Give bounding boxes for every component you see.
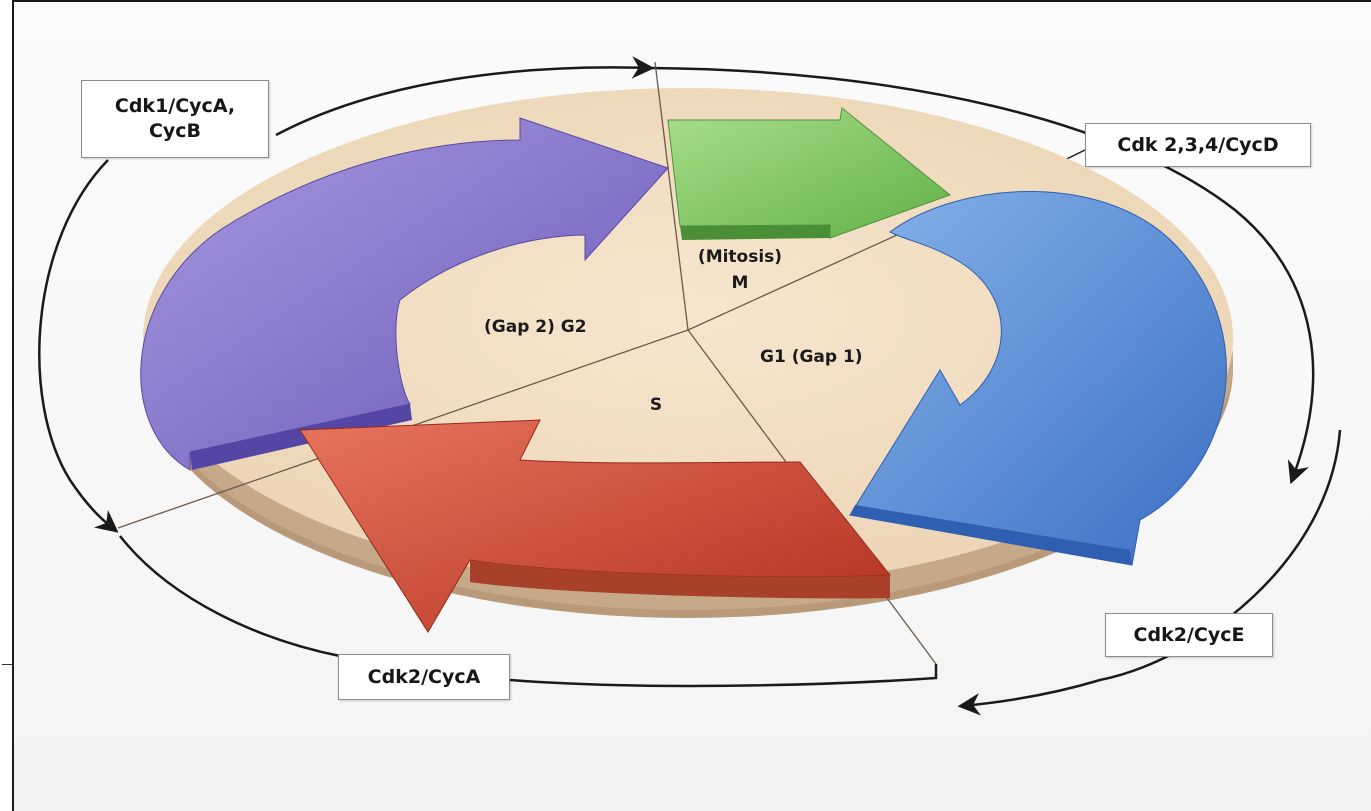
cdk1-line1: Cdk1/CycA, (114, 95, 236, 117)
orbit-arc-bottom (509, 664, 938, 688)
label-g2: (Gap 2) G2 (484, 317, 587, 337)
orbit-arc-bottom-left (119, 535, 341, 658)
orbit-arc-bottom-right (957, 429, 1342, 716)
cdk1-line2: CycB (148, 120, 202, 142)
orbit-arc-top-right (649, 66, 1315, 485)
arrow-s (299, 419, 891, 633)
label-s: S (650, 395, 662, 415)
label-mitosis-line2: M (732, 273, 749, 293)
cycle-orbit (38, 56, 1342, 716)
orbit-arc-top (275, 56, 655, 137)
cdk2a-box: Cdk2/CycA (338, 654, 510, 700)
cdk2a-label: Cdk2/CycA (367, 665, 481, 688)
arrow-g2 (140, 117, 669, 471)
cdk234-label: Cdk 2,3,4/CycD (1117, 133, 1279, 156)
cdk2e-box: Cdk2/CycE (1105, 613, 1273, 657)
cdk1-box: Cdk1/CycA, CycB (81, 80, 269, 158)
label-g1: G1 (Gap 1) (760, 347, 863, 367)
arrow-g1 (849, 190, 1227, 566)
orbit-arc-left (38, 159, 119, 533)
cdk2e-label: Cdk2/CycE (1133, 623, 1245, 646)
cdk234-box: Cdk 2,3,4/CycD (1085, 123, 1311, 167)
edge-tick (2, 664, 12, 665)
arrow-m (667, 107, 952, 240)
label-mitosis-line1: (Mitosis) (698, 247, 782, 267)
